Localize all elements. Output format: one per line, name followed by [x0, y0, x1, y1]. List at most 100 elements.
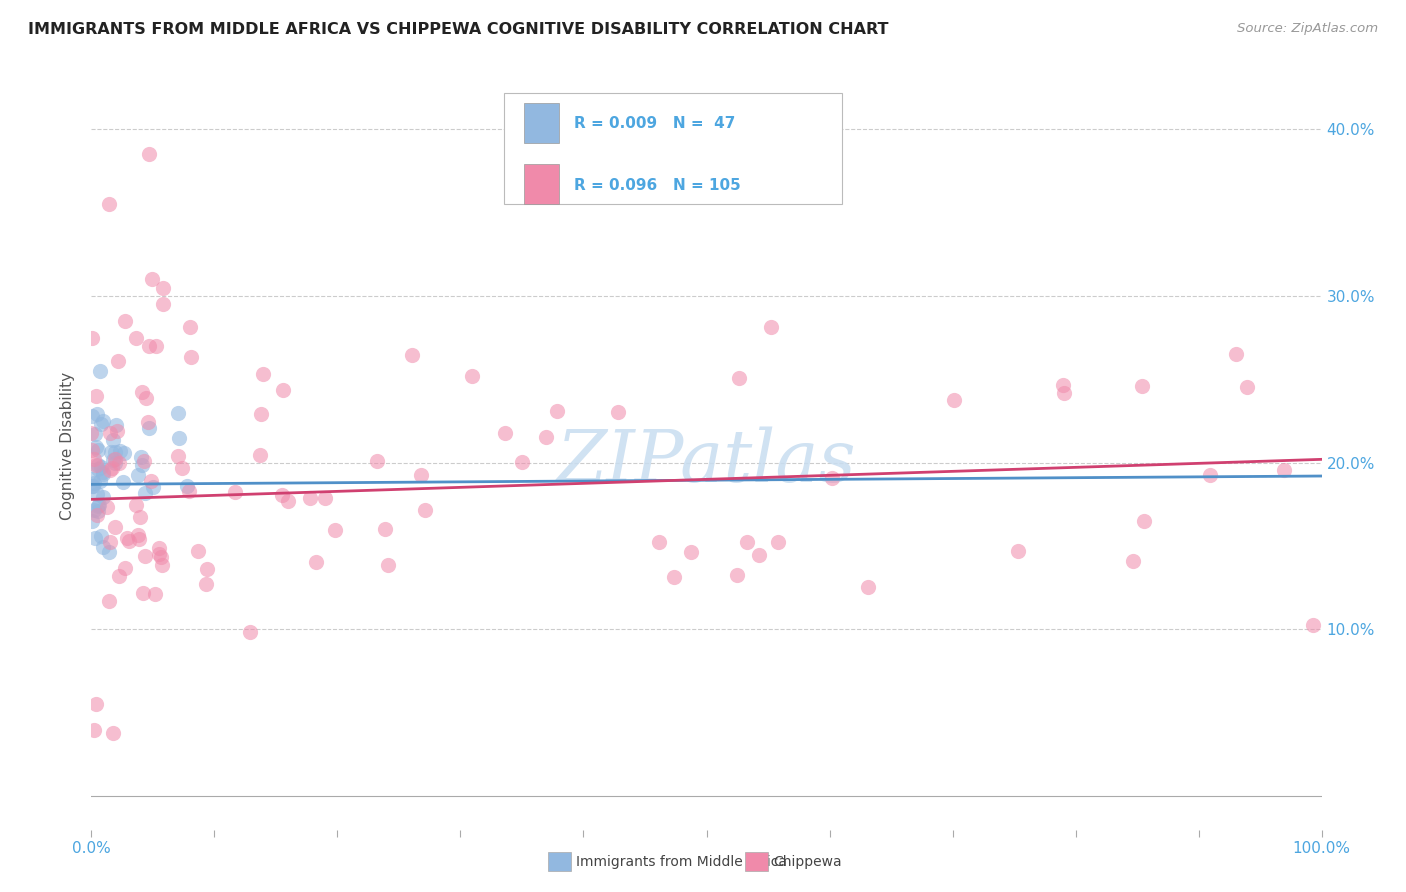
Point [1007, 543, 1029, 558]
Point [86, 458, 108, 472]
Point [86, 487, 108, 501]
Point [93, 541, 115, 555]
Point [104, 456, 127, 470]
Point [108, 443, 131, 458]
Point [114, 314, 136, 328]
Point [748, 548, 770, 562]
Point [87, 504, 110, 518]
Point [409, 468, 432, 483]
Point [114, 561, 136, 575]
Point [87, 498, 110, 512]
Point [1199, 467, 1222, 482]
Point [271, 488, 294, 502]
Point [131, 458, 153, 472]
Point [942, 393, 965, 408]
Point [82, 479, 104, 493]
Point [83, 452, 105, 467]
Point [141, 272, 163, 286]
Point [96, 500, 118, 515]
Point [1236, 380, 1258, 394]
Point [145, 339, 167, 353]
Point [97, 197, 120, 211]
Point [86, 388, 108, 402]
Point [98, 593, 121, 607]
Point [91, 490, 114, 504]
Point [128, 532, 150, 546]
Point [494, 425, 516, 440]
Point [187, 544, 209, 558]
Point [89, 364, 111, 378]
Point [725, 567, 748, 582]
Point [510, 455, 533, 469]
Point [127, 528, 149, 542]
Point [150, 550, 173, 565]
Point [108, 456, 131, 470]
Point [90, 417, 112, 431]
Point [323, 523, 346, 537]
Point [91, 414, 114, 428]
Point [84, 698, 107, 712]
Point [82, 409, 104, 423]
Text: R = 0.009   N =  47: R = 0.009 N = 47 [574, 116, 735, 131]
Point [138, 415, 160, 429]
Point [856, 580, 879, 594]
Point [87, 499, 110, 513]
Point [1052, 386, 1074, 401]
Point [1052, 377, 1074, 392]
Text: Chippewa: Chippewa [773, 855, 842, 869]
Point [98, 425, 121, 440]
Point [107, 354, 129, 368]
Point [768, 534, 790, 549]
Bar [524, 103, 560, 143]
Point [314, 491, 336, 505]
Point [250, 407, 273, 421]
Point [131, 450, 153, 465]
Point [167, 407, 190, 421]
Point [172, 461, 194, 475]
Point [374, 522, 396, 536]
Point [298, 491, 321, 505]
Point [97, 545, 120, 559]
Point [728, 371, 751, 385]
Text: IMMIGRANTS FROM MIDDLE AFRICA VS CHIPPEWA COGNITIVE DISABILITY CORRELATION CHART: IMMIGRANTS FROM MIDDLE AFRICA VS CHIPPEW… [28, 22, 889, 37]
Point [128, 510, 150, 524]
Point [104, 445, 127, 459]
Point [1225, 347, 1247, 361]
Point [84, 458, 107, 473]
Point [98, 535, 121, 549]
Point [735, 535, 758, 549]
Point [83, 723, 105, 737]
Point [143, 587, 166, 601]
Point [105, 424, 128, 438]
Point [98, 463, 121, 477]
Point [141, 474, 163, 488]
Point [761, 320, 783, 334]
Point [224, 485, 246, 500]
Point [1122, 554, 1144, 568]
Point [91, 467, 114, 481]
Point [180, 350, 202, 364]
Point [179, 319, 201, 334]
Point [1302, 618, 1324, 632]
Point [103, 726, 125, 740]
Point [305, 555, 328, 569]
Point [413, 502, 436, 516]
Point [100, 445, 122, 459]
Point [101, 461, 124, 475]
Point [132, 586, 155, 600]
Text: Immigrants from Middle Africa: Immigrants from Middle Africa [576, 855, 787, 869]
Point [89, 475, 111, 489]
Point [169, 431, 191, 445]
Text: Source: ZipAtlas.com: Source: ZipAtlas.com [1237, 22, 1378, 36]
Point [104, 417, 127, 432]
Point [195, 576, 218, 591]
Bar [524, 164, 560, 204]
Point [131, 384, 153, 399]
Point [148, 547, 170, 561]
Point [118, 533, 141, 548]
Y-axis label: Cognitive Disability: Cognitive Disability [60, 372, 76, 520]
Point [134, 549, 156, 563]
Point [401, 348, 423, 362]
Point [86, 462, 108, 476]
Point [821, 471, 844, 485]
